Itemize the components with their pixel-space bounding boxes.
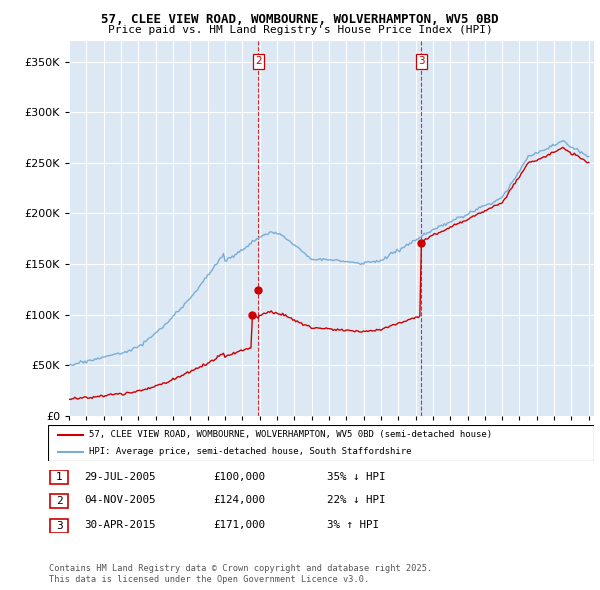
Text: 57, CLEE VIEW ROAD, WOMBOURNE, WOLVERHAMPTON, WV5 0BD: 57, CLEE VIEW ROAD, WOMBOURNE, WOLVERHAM… — [101, 13, 499, 26]
Text: 57, CLEE VIEW ROAD, WOMBOURNE, WOLVERHAMPTON, WV5 0BD (semi-detached house): 57, CLEE VIEW ROAD, WOMBOURNE, WOLVERHAM… — [89, 430, 492, 439]
Text: 3: 3 — [418, 57, 425, 67]
Text: 30-APR-2015: 30-APR-2015 — [84, 520, 155, 530]
Text: 2: 2 — [255, 57, 262, 67]
Text: 3% ↑ HPI: 3% ↑ HPI — [327, 520, 379, 530]
Text: This data is licensed under the Open Government Licence v3.0.: This data is licensed under the Open Gov… — [49, 575, 370, 584]
Text: 3: 3 — [56, 521, 62, 530]
Text: Price paid vs. HM Land Registry's House Price Index (HPI): Price paid vs. HM Land Registry's House … — [107, 25, 493, 35]
Text: 2: 2 — [56, 496, 62, 506]
Text: 35% ↓ HPI: 35% ↓ HPI — [327, 472, 386, 481]
Text: £124,000: £124,000 — [213, 496, 265, 505]
Text: HPI: Average price, semi-detached house, South Staffordshire: HPI: Average price, semi-detached house,… — [89, 447, 412, 456]
Text: £171,000: £171,000 — [213, 520, 265, 530]
Text: £100,000: £100,000 — [213, 472, 265, 481]
Text: 04-NOV-2005: 04-NOV-2005 — [84, 496, 155, 505]
Text: 29-JUL-2005: 29-JUL-2005 — [84, 472, 155, 481]
Text: Contains HM Land Registry data © Crown copyright and database right 2025.: Contains HM Land Registry data © Crown c… — [49, 565, 433, 573]
Text: 1: 1 — [56, 473, 62, 482]
Text: 22% ↓ HPI: 22% ↓ HPI — [327, 496, 386, 505]
